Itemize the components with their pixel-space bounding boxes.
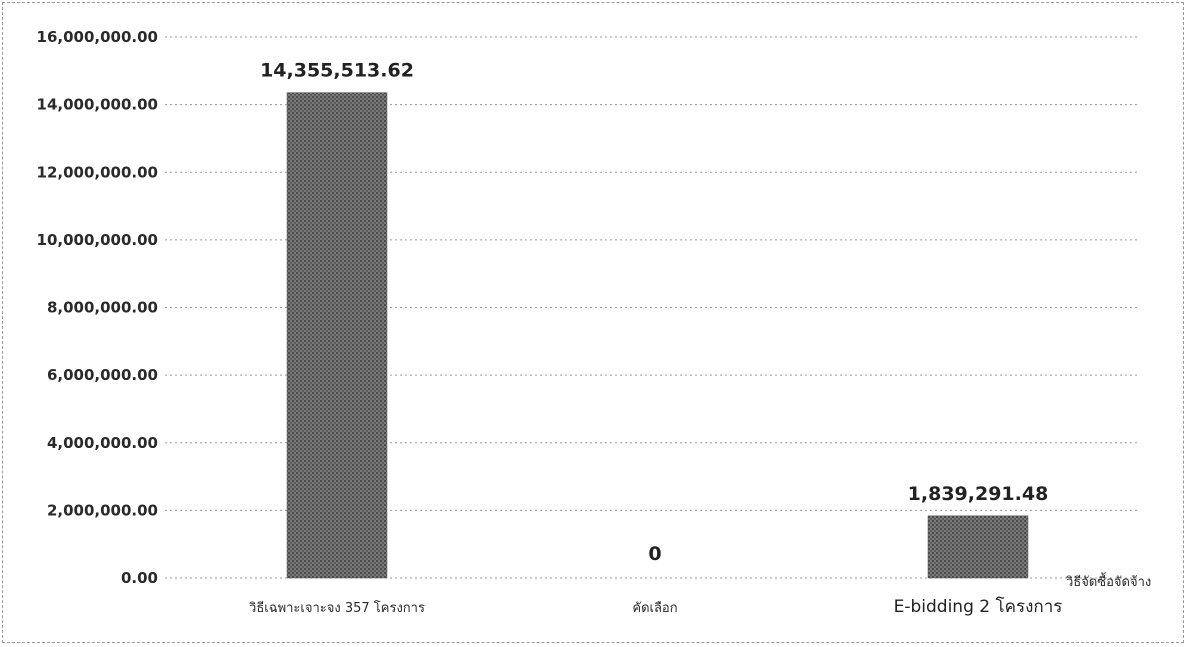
y-tick-label: 2,000,000.00: [47, 501, 158, 519]
y-tick-label: 10,000,000.00: [37, 231, 158, 249]
bars: [286, 92, 1029, 579]
y-tick-label: 4,000,000.00: [47, 434, 158, 452]
data-labels: 14,355,513.62 0 1,839,291.48: [260, 60, 1048, 565]
y-axis-tick-labels: 0.00 2,000,000.00 4,000,000.00 6,000,000.00…: [37, 28, 158, 587]
x-axis-title: วิธีจัดซื้อจัดจ้าง: [1065, 572, 1151, 590]
bar: [927, 515, 1029, 579]
bar: [286, 92, 388, 579]
y-tick-label: 12,000,000.00: [37, 163, 158, 181]
y-tick-label: 6,000,000.00: [47, 366, 158, 384]
y-tick-label: 0.00: [121, 569, 158, 587]
x-axis-category-labels: วิธีเฉพาะเจาะจง 357 โครงการ คัดเลือก E-bid…: [248, 596, 1062, 617]
category-label: E-bidding 2 โครงการ: [894, 596, 1063, 617]
y-tick-label: 8,000,000.00: [47, 299, 158, 317]
data-label: 0: [648, 543, 661, 565]
y-tick-label: 16,000,000.00: [37, 28, 158, 46]
category-label: วิธีเฉพาะเจาะจง 357 โครงการ: [248, 600, 425, 616]
data-label: 14,355,513.62: [260, 60, 414, 82]
category-label: คัดเลือก: [632, 600, 677, 616]
y-tick-label: 14,000,000.00: [37, 96, 158, 114]
data-label: 1,839,291.48: [908, 483, 1049, 505]
